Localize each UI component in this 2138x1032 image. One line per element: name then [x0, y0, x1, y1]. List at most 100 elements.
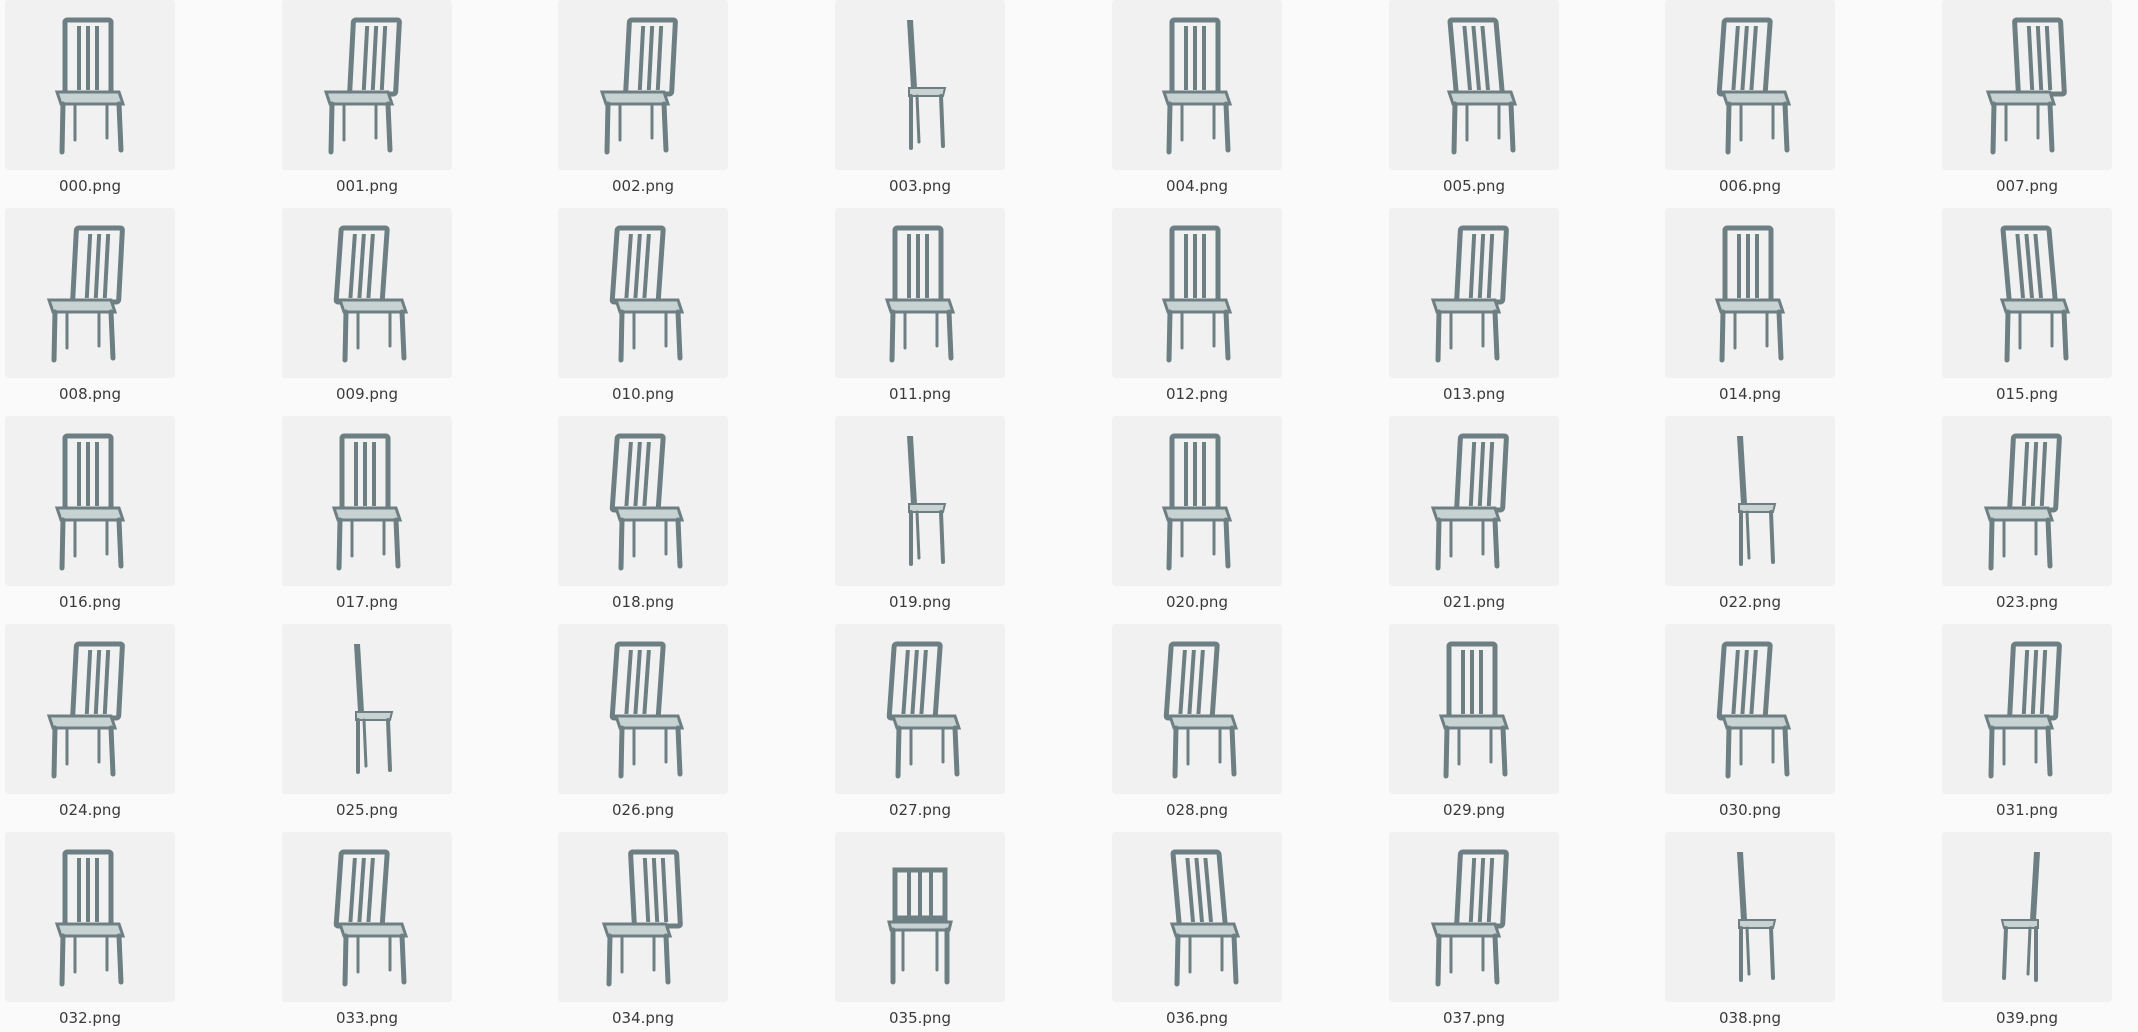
chair-thumbnail-icon	[1112, 208, 1282, 378]
chair-thumbnail-icon	[558, 832, 728, 1002]
file-tile[interactable]: 026.png	[558, 624, 728, 824]
chair-thumbnail-icon	[282, 832, 452, 1002]
file-tile[interactable]: 024.png	[5, 624, 175, 824]
file-name-label: 016.png	[59, 593, 121, 611]
file-tile[interactable]: 001.png	[282, 0, 452, 200]
file-tile[interactable]: 000.png	[5, 0, 175, 200]
chair-thumbnail-icon	[1112, 832, 1282, 1002]
file-tile[interactable]: 038.png	[1665, 832, 1835, 1032]
file-tile[interactable]: 020.png	[1112, 416, 1282, 616]
file-tile[interactable]: 013.png	[1389, 208, 1559, 408]
file-tile[interactable]: 027.png	[835, 624, 1005, 824]
chair-thumbnail-icon	[1665, 832, 1835, 1002]
file-tile[interactable]: 010.png	[558, 208, 728, 408]
file-name-label: 012.png	[1166, 385, 1228, 403]
chair-thumbnail-icon	[1112, 0, 1282, 170]
chair-thumbnail-icon	[5, 832, 175, 1002]
file-tile[interactable]: 036.png	[1112, 832, 1282, 1032]
file-name-label: 001.png	[336, 177, 398, 195]
file-name-label: 036.png	[1166, 1009, 1228, 1027]
file-tile[interactable]: 017.png	[282, 416, 452, 616]
file-tile[interactable]: 030.png	[1665, 624, 1835, 824]
file-name-label: 010.png	[612, 385, 674, 403]
file-tile[interactable]: 003.png	[835, 0, 1005, 200]
chair-thumbnail-icon	[1942, 624, 2112, 794]
file-name-label: 034.png	[612, 1009, 674, 1027]
chair-thumbnail-icon	[5, 208, 175, 378]
file-tile[interactable]: 011.png	[835, 208, 1005, 408]
file-tile[interactable]: 035.png	[835, 832, 1005, 1032]
chair-thumbnail-icon	[1389, 0, 1559, 170]
file-tile[interactable]: 034.png	[558, 832, 728, 1032]
chair-thumbnail-icon	[835, 208, 1005, 378]
file-name-label: 027.png	[889, 801, 951, 819]
chair-thumbnail-icon	[1112, 416, 1282, 586]
file-tile[interactable]: 025.png	[282, 624, 452, 824]
file-tile[interactable]: 022.png	[1665, 416, 1835, 616]
chair-thumbnail-icon	[1942, 416, 2112, 586]
file-name-label: 026.png	[612, 801, 674, 819]
chair-thumbnail-icon	[5, 0, 175, 170]
chair-thumbnail-icon	[558, 624, 728, 794]
chair-thumbnail-icon	[1665, 624, 1835, 794]
chair-thumbnail-icon	[1665, 0, 1835, 170]
file-name-label: 024.png	[59, 801, 121, 819]
file-name-label: 032.png	[59, 1009, 121, 1027]
file-name-label: 031.png	[1996, 801, 2058, 819]
file-tile[interactable]: 005.png	[1389, 0, 1559, 200]
file-tile[interactable]: 009.png	[282, 208, 452, 408]
file-tile[interactable]: 028.png	[1112, 624, 1282, 824]
file-name-label: 039.png	[1996, 1009, 2058, 1027]
file-name-label: 020.png	[1166, 593, 1228, 611]
chair-thumbnail-icon	[282, 416, 452, 586]
chair-thumbnail-icon	[282, 0, 452, 170]
file-name-label: 025.png	[336, 801, 398, 819]
file-tile[interactable]: 016.png	[5, 416, 175, 616]
chair-thumbnail-icon	[282, 624, 452, 794]
file-tile[interactable]: 021.png	[1389, 416, 1559, 616]
file-name-label: 033.png	[336, 1009, 398, 1027]
file-name-label: 019.png	[889, 593, 951, 611]
chair-thumbnail-icon	[835, 624, 1005, 794]
file-name-label: 038.png	[1719, 1009, 1781, 1027]
chair-thumbnail-icon	[1389, 832, 1559, 1002]
file-name-label: 035.png	[889, 1009, 951, 1027]
file-tile[interactable]: 008.png	[5, 208, 175, 408]
file-tile[interactable]: 015.png	[1942, 208, 2112, 408]
file-name-label: 023.png	[1996, 593, 2058, 611]
chair-thumbnail-icon	[558, 416, 728, 586]
chair-thumbnail-icon	[835, 0, 1005, 170]
file-name-label: 022.png	[1719, 593, 1781, 611]
file-tile[interactable]: 012.png	[1112, 208, 1282, 408]
file-tile[interactable]: 023.png	[1942, 416, 2112, 616]
file-name-label: 005.png	[1443, 177, 1505, 195]
chair-thumbnail-icon	[558, 0, 728, 170]
chair-thumbnail-icon	[835, 416, 1005, 586]
chair-thumbnail-icon	[5, 416, 175, 586]
chair-thumbnail-icon	[1389, 624, 1559, 794]
file-tile[interactable]: 037.png	[1389, 832, 1559, 1032]
file-name-label: 003.png	[889, 177, 951, 195]
chair-thumbnail-icon	[835, 832, 1005, 1002]
file-tile[interactable]: 039.png	[1942, 832, 2112, 1032]
file-tile[interactable]: 018.png	[558, 416, 728, 616]
file-tile[interactable]: 033.png	[282, 832, 452, 1032]
file-tile[interactable]: 019.png	[835, 416, 1005, 616]
file-tile[interactable]: 032.png	[5, 832, 175, 1032]
file-name-label: 008.png	[59, 385, 121, 403]
chair-thumbnail-icon	[1942, 832, 2112, 1002]
file-tile[interactable]: 007.png	[1942, 0, 2112, 200]
chair-thumbnail-icon	[1389, 416, 1559, 586]
file-name-label: 004.png	[1166, 177, 1228, 195]
file-name-label: 021.png	[1443, 593, 1505, 611]
file-tile[interactable]: 004.png	[1112, 0, 1282, 200]
file-tile[interactable]: 014.png	[1665, 208, 1835, 408]
chair-thumbnail-icon	[1665, 208, 1835, 378]
file-tile[interactable]: 029.png	[1389, 624, 1559, 824]
file-name-label: 002.png	[612, 177, 674, 195]
file-tile[interactable]: 031.png	[1942, 624, 2112, 824]
file-tile[interactable]: 006.png	[1665, 0, 1835, 200]
file-tile[interactable]: 002.png	[558, 0, 728, 200]
chair-thumbnail-icon	[282, 208, 452, 378]
